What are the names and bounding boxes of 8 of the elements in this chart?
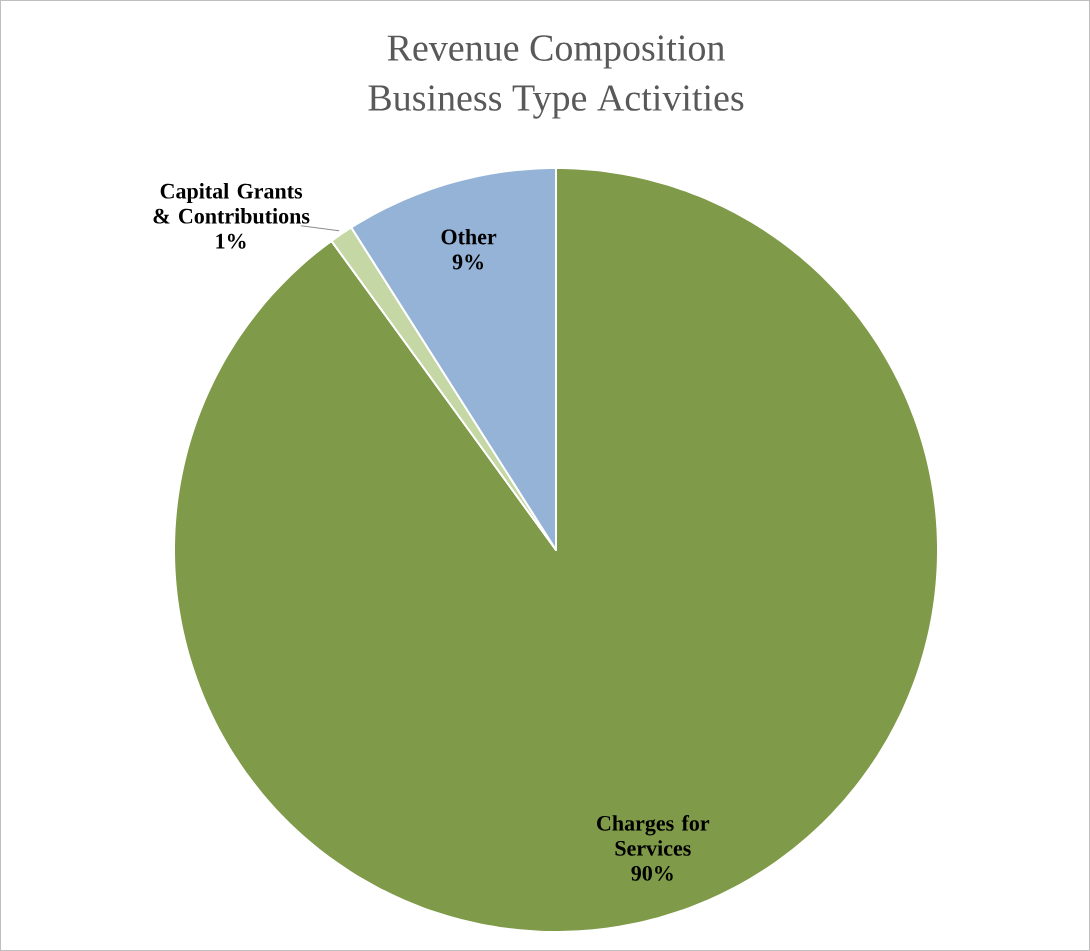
data-label: 1% — [216, 233, 246, 249]
data-label: 90% — [631, 865, 673, 881]
chart-subtitle: Business Type Activities — [368, 85, 744, 119]
slice-label: Charges for Services — [597, 815, 710, 856]
data-label: 9% — [452, 254, 484, 270]
slice-label: Capital Grants & Contributions — [153, 183, 310, 224]
chart-title: Revenue Composition — [387, 35, 725, 69]
slice-label: Other — [441, 228, 497, 245]
